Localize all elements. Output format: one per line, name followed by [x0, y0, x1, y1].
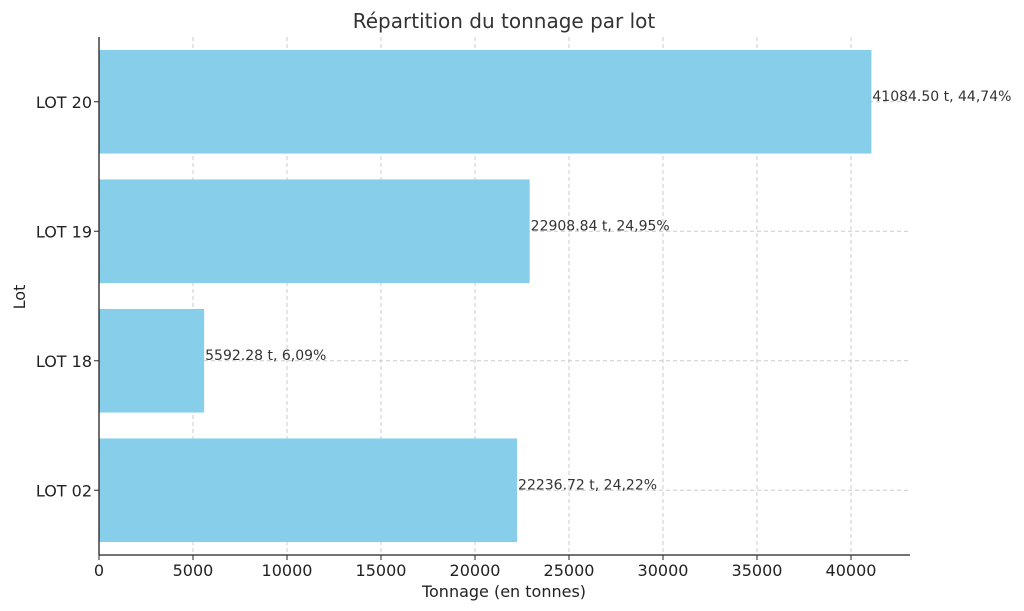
- y-tick-label: LOT 02: [36, 481, 92, 500]
- bar-data-label: 22908.84 t, 24,95%: [531, 218, 670, 234]
- y-tick-label: LOT 18: [36, 352, 92, 371]
- x-tick-label: 40000: [826, 561, 877, 580]
- bar-lot-20: [99, 49, 872, 154]
- bar-lot-18: [99, 308, 205, 413]
- y-tick-label: LOT 19: [36, 222, 92, 241]
- x-tick-label: 0: [94, 561, 104, 580]
- chart-title: Répartition du tonnage par lot: [353, 9, 656, 33]
- x-axis-label: Tonnage (en tonnes): [421, 582, 586, 601]
- bar-data-label: 22236.72 t, 24,22%: [518, 477, 657, 493]
- data-labels: 22236.72 t, 24,22% 5592.28 t, 6,09% 22908.…: [205, 89, 1011, 494]
- x-tick-label: 15000: [356, 561, 407, 580]
- bars: [99, 49, 872, 543]
- bar-lot-02: [99, 438, 518, 543]
- bar-data-label: 41084.50 t, 44,74%: [872, 89, 1011, 105]
- y-tick-label: LOT 20: [36, 93, 92, 112]
- x-tick-label: 30000: [638, 561, 689, 580]
- axis-ticks: 0 5000 10000 15000 20000 25000 30000 35000 40000…: [36, 93, 877, 580]
- x-tick-label: 5000: [173, 561, 214, 580]
- x-tick-label: 35000: [732, 561, 783, 580]
- x-tick-label: 10000: [262, 561, 313, 580]
- x-tick-label: 25000: [544, 561, 595, 580]
- bar-lot-19: [99, 179, 530, 284]
- y-axis-label: Lot: [10, 285, 29, 310]
- bar-data-label: 5592.28 t, 6,09%: [205, 348, 326, 364]
- x-tick-label: 20000: [450, 561, 501, 580]
